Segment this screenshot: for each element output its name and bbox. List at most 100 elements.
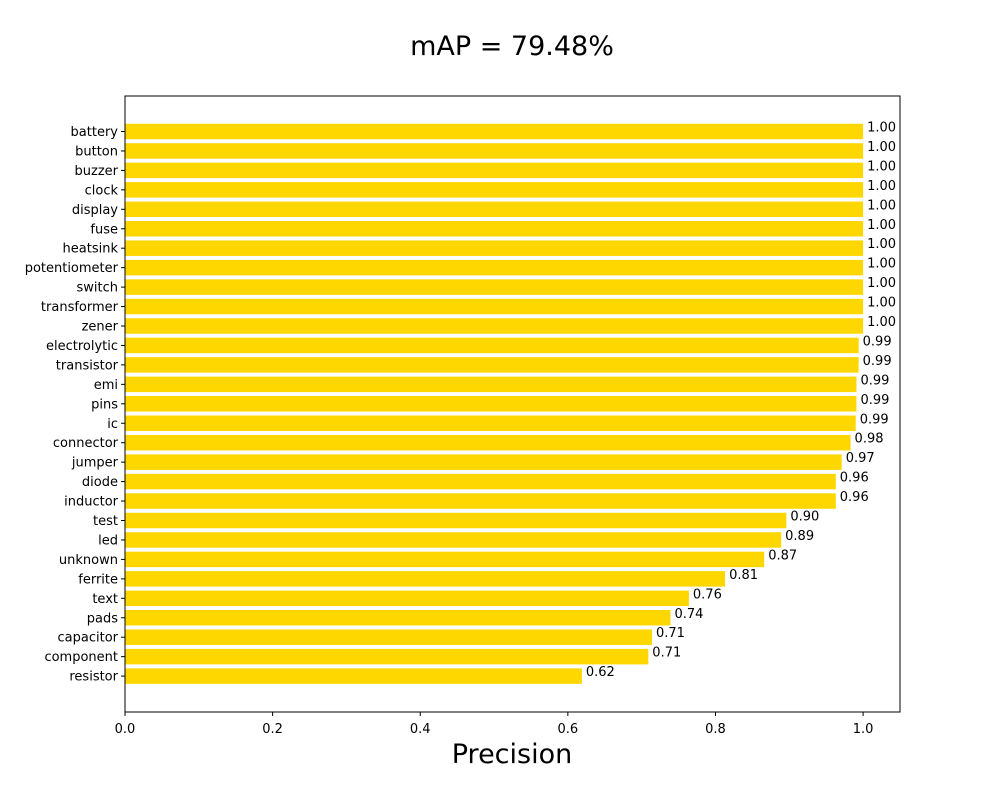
x-tick-label: 0.8 — [705, 722, 726, 737]
data-label: 0.89 — [785, 529, 814, 544]
category-label: led — [98, 533, 118, 548]
category-label: switch — [76, 281, 118, 296]
bar-switch — [125, 279, 864, 295]
data-label: 0.71 — [656, 626, 685, 641]
data-label: 1.00 — [867, 296, 896, 311]
bar-inductor — [125, 493, 836, 509]
bar-pins — [125, 396, 857, 412]
x-tick-label: 1.0 — [853, 722, 874, 737]
x-tick-label: 0.0 — [115, 722, 136, 737]
data-label: 0.96 — [840, 490, 869, 505]
category-label: inductor — [64, 495, 119, 510]
data-label: 0.76 — [693, 587, 722, 602]
bar-potentiometer — [125, 259, 864, 276]
bar-transformer — [125, 298, 864, 315]
bar-led — [125, 532, 782, 548]
bar-text — [125, 590, 689, 607]
bar-emi — [125, 376, 857, 393]
category-label: connector — [53, 436, 119, 451]
data-label: 0.98 — [855, 432, 884, 447]
category-label: ferrite — [78, 572, 118, 587]
data-label: 1.00 — [867, 257, 896, 272]
category-label: ic — [107, 417, 118, 432]
bar-battery — [125, 123, 864, 140]
bar-ferrite — [125, 571, 726, 587]
data-label: 1.00 — [867, 276, 896, 291]
category-label: zener — [82, 320, 119, 335]
x-axis-label: Precision — [452, 739, 572, 770]
bar-diode — [125, 473, 836, 490]
data-label: 0.99 — [863, 354, 892, 369]
category-label: battery — [71, 125, 119, 140]
x-tick-label: 0.4 — [410, 722, 431, 737]
data-label: 0.99 — [860, 373, 889, 388]
bar-ic — [125, 415, 856, 431]
category-label: display — [72, 203, 118, 218]
bar-transistor — [125, 357, 859, 373]
x-tick-label: 0.2 — [262, 722, 283, 737]
bar-resistor — [125, 668, 582, 684]
bar-electrolytic — [125, 337, 859, 354]
category-label: buzzer — [75, 164, 119, 179]
category-label: pins — [91, 397, 118, 412]
category-label: resistor — [69, 670, 118, 685]
data-label: 1.00 — [867, 218, 896, 233]
bar-zener — [125, 318, 864, 334]
bar-buzzer — [125, 162, 864, 179]
data-label: 0.97 — [846, 451, 875, 466]
category-label: button — [75, 144, 118, 159]
data-label: 1.00 — [867, 179, 896, 194]
data-label: 0.87 — [768, 548, 797, 563]
bar-clock — [125, 182, 864, 198]
bar-capacitor — [125, 629, 652, 645]
data-label: 0.99 — [860, 393, 889, 408]
category-label: fuse — [90, 222, 118, 237]
labels-layer: battery 1.00 button 1.00 buzzer 1.00 clock 1.00… — [25, 121, 896, 685]
category-label: heatsink — [63, 242, 119, 257]
category-label: diode — [82, 475, 118, 490]
data-label: 0.96 — [840, 471, 869, 486]
category-label: pads — [87, 611, 118, 626]
data-label: 0.71 — [652, 646, 681, 661]
category-label: unknown — [59, 553, 118, 568]
bars-layer — [125, 123, 864, 684]
x-tick-label: 0.6 — [558, 722, 579, 737]
category-label: transistor — [56, 358, 119, 373]
category-label: emi — [94, 378, 118, 393]
data-label: 1.00 — [867, 315, 896, 330]
bar-unknown — [125, 551, 765, 568]
data-label: 0.81 — [729, 568, 758, 583]
bar-pads — [125, 610, 671, 626]
data-label: 1.00 — [867, 140, 896, 155]
data-label: 1.00 — [867, 198, 896, 213]
category-label: electrolytic — [46, 339, 118, 354]
data-label: 1.00 — [867, 159, 896, 174]
category-label: potentiometer — [25, 261, 119, 276]
data-label: 1.00 — [867, 121, 896, 136]
data-label: 0.99 — [863, 334, 892, 349]
bar-component — [125, 648, 649, 665]
bar-heatsink — [125, 240, 864, 256]
category-label: capacitor — [58, 631, 119, 646]
data-label: 0.90 — [790, 510, 819, 525]
data-label: 0.62 — [586, 665, 615, 680]
bar-connector — [125, 434, 851, 451]
category-label: transformer — [41, 300, 119, 315]
category-label: test — [93, 514, 118, 529]
category-label: jumper — [71, 456, 119, 471]
data-label: 0.74 — [674, 607, 703, 622]
category-label: text — [92, 592, 118, 607]
x-axis: 0.0 0.2 0.4 0.6 0.8 1.0 — [115, 712, 874, 737]
bar-test — [125, 512, 787, 529]
category-label: clock — [85, 183, 119, 198]
bar-fuse — [125, 221, 864, 237]
bar-display — [125, 201, 864, 218]
data-label: 0.99 — [860, 412, 889, 427]
category-label: component — [44, 650, 118, 665]
bar-jumper — [125, 454, 842, 470]
chart-title: mAP = 79.48% — [410, 31, 614, 62]
data-label: 1.00 — [867, 237, 896, 252]
bar-button — [125, 143, 864, 159]
